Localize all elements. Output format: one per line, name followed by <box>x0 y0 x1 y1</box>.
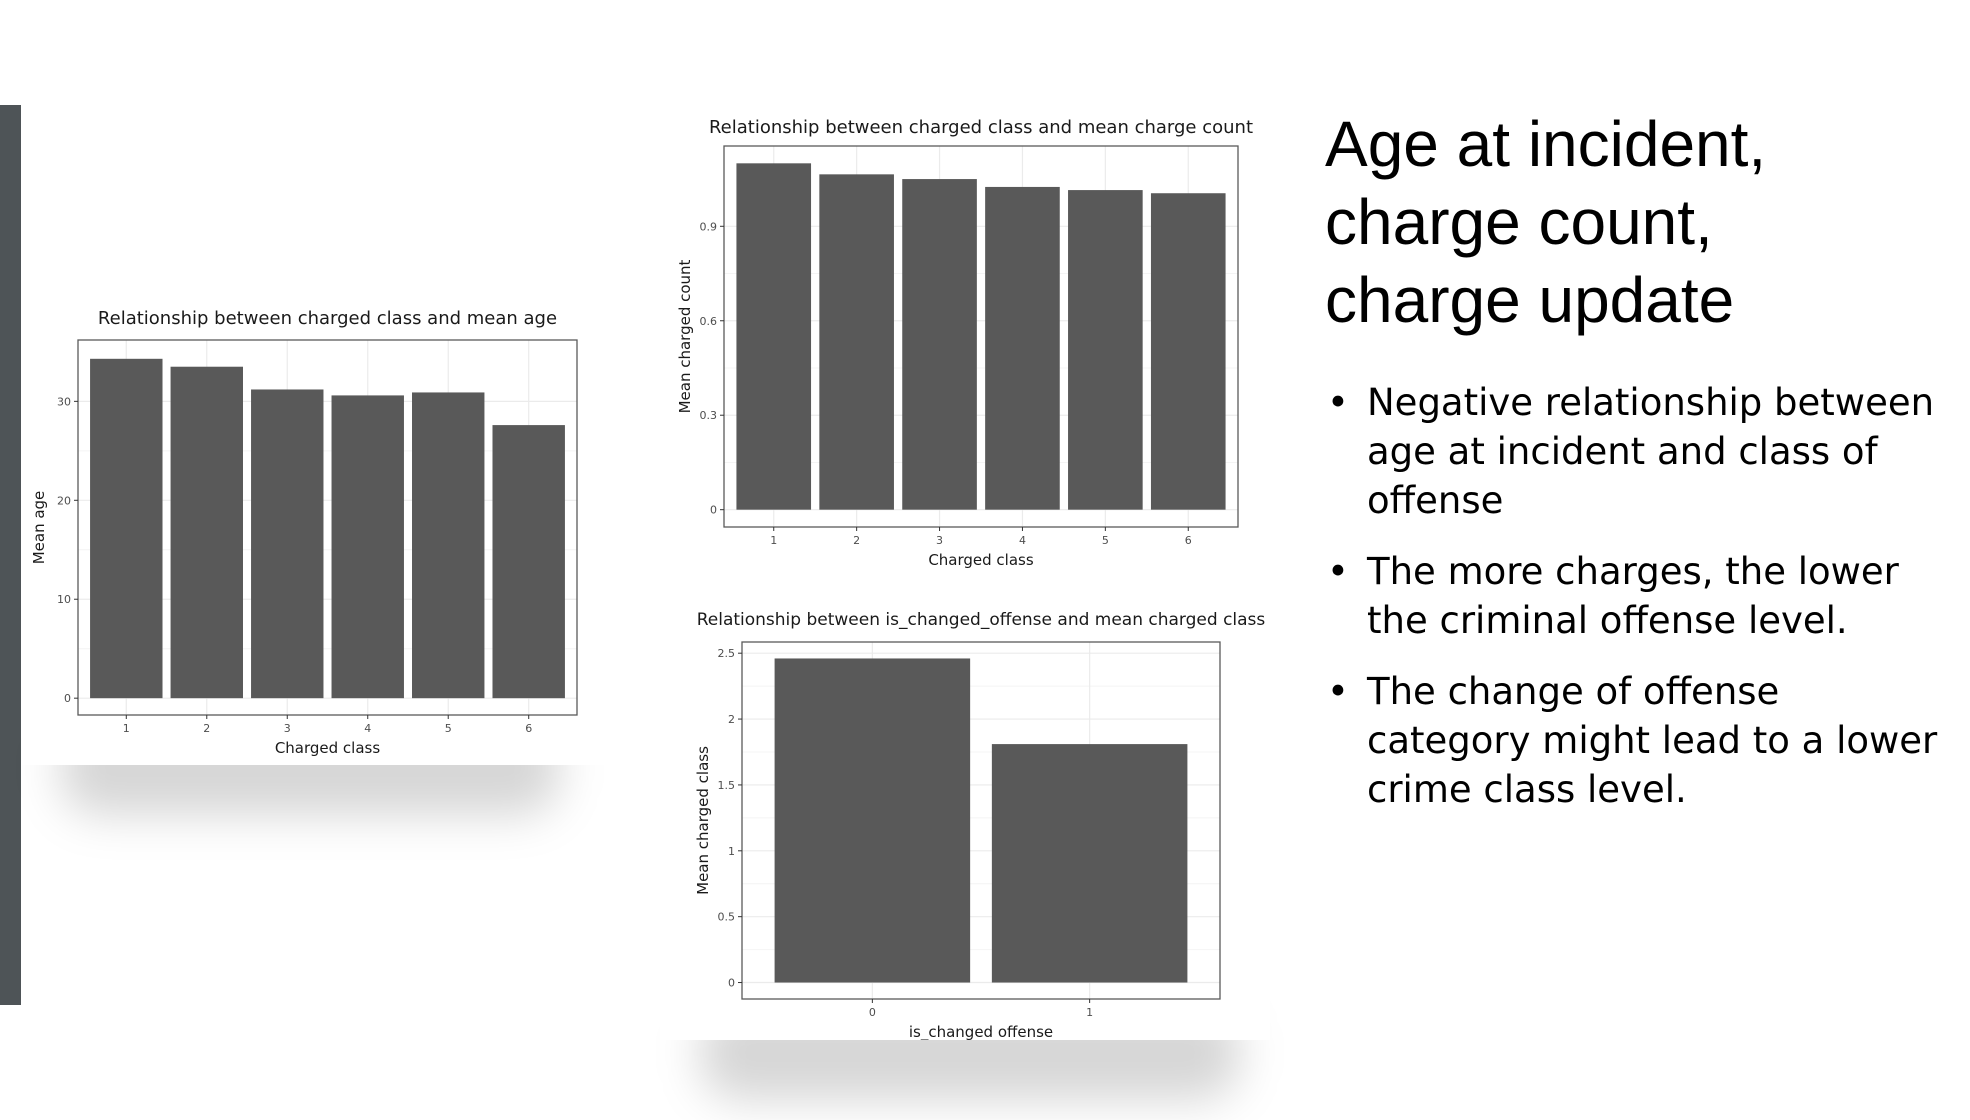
y-tick-label: 0.3 <box>700 409 718 422</box>
y-tick-label: 0 <box>710 504 717 517</box>
plot-border <box>723 145 1239 528</box>
bar-0 <box>774 658 971 983</box>
x-tick-label: 2 <box>853 534 860 547</box>
bullet-text: The more charges, the lower the criminal… <box>1367 550 1899 642</box>
y-tick-label: 0.6 <box>700 315 718 328</box>
y-tick-label: 0 <box>728 977 735 990</box>
accent-bar <box>0 105 21 1005</box>
chart-svg: Relationship between charged class and m… <box>30 308 578 757</box>
slide-title: Age at incident, charge count, charge up… <box>1325 105 1945 339</box>
x-tick-label: 1 <box>1086 1006 1093 1019</box>
y-tick-label: 0.5 <box>718 911 736 924</box>
y-tick-label: 30 <box>57 395 71 408</box>
chart-mean-age: Relationship between charged class and m… <box>22 290 607 765</box>
title-line: charge update <box>1325 264 1735 336</box>
x-tick-label: 5 <box>445 722 452 735</box>
bullet-item: • Negative relationship between age at i… <box>1325 378 1945 525</box>
x-tick-label: 6 <box>525 722 532 735</box>
y-tick-label: 1.5 <box>718 779 736 792</box>
bar-2 <box>170 366 243 699</box>
x-tick-label: 0 <box>869 1006 876 1019</box>
y-tick-label: 2 <box>728 713 735 726</box>
bullet-dot: • <box>1327 670 1349 713</box>
bar-1 <box>991 744 1188 983</box>
y-axis-label: Mean charged count <box>676 259 694 413</box>
bullet-text: Negative relationship between age at inc… <box>1367 381 1935 522</box>
bar-1 <box>90 358 163 699</box>
chart-changed-offense: Relationship between is_changed_offense … <box>660 597 1270 1040</box>
bar-6 <box>1150 193 1226 510</box>
bar-5 <box>412 392 485 699</box>
y-tick-label: 1 <box>728 845 735 858</box>
bullet-dot: • <box>1327 550 1349 593</box>
x-axis-label: Charged class <box>928 551 1034 569</box>
y-tick-label: 0.9 <box>700 220 718 233</box>
chart-title: Relationship between is_changed_offense … <box>697 610 1266 630</box>
y-tick-label: 0 <box>64 692 71 705</box>
chart-svg: Relationship between charged class and m… <box>676 117 1253 569</box>
y-tick-label: 2.5 <box>718 647 736 660</box>
bullet-list: • Negative relationship between age at i… <box>1325 378 1945 836</box>
x-tick-label: 3 <box>284 722 291 735</box>
bar-5 <box>1068 190 1143 510</box>
x-tick-label: 1 <box>123 722 130 735</box>
x-tick-label: 4 <box>1019 534 1026 547</box>
x-axis-label: is_changed offense <box>909 1023 1053 1040</box>
x-tick-label: 1 <box>770 534 777 547</box>
bar-4 <box>985 186 1060 510</box>
bullet-item: • The change of offense category might l… <box>1325 667 1945 814</box>
title-line: Age at incident, <box>1325 108 1767 180</box>
bar-2 <box>819 174 894 510</box>
y-axis-label: Mean age <box>30 491 48 565</box>
x-tick-label: 2 <box>203 722 210 735</box>
bar-3 <box>251 389 324 699</box>
chart-svg: Relationship between is_changed_offense … <box>694 610 1266 1040</box>
plot-border <box>77 339 578 716</box>
y-tick-label: 20 <box>57 494 71 507</box>
x-tick-label: 6 <box>1185 534 1192 547</box>
bar-3 <box>902 179 977 510</box>
y-axis-label: Mean charged class <box>694 746 712 895</box>
chart-title: Relationship between charged class and m… <box>709 117 1253 138</box>
bar-1 <box>736 163 812 510</box>
plot-border <box>741 641 1221 1000</box>
x-tick-label: 5 <box>1102 534 1109 547</box>
chart-title: Relationship between charged class and m… <box>98 308 557 329</box>
x-axis-label: Charged class <box>275 739 381 757</box>
bullet-text: The change of offense category might lea… <box>1367 670 1938 811</box>
bar-4 <box>331 395 404 699</box>
y-tick-label: 10 <box>57 593 71 606</box>
chart-mean-charge-count: Relationship between charged class and m… <box>660 100 1260 582</box>
title-line: charge count, <box>1325 186 1713 258</box>
bullet-item: • The more charges, the lower the crimin… <box>1325 547 1945 645</box>
bullet-dot: • <box>1327 381 1349 424</box>
x-tick-label: 3 <box>936 534 943 547</box>
bar-6 <box>492 425 565 699</box>
x-tick-label: 4 <box>364 722 371 735</box>
